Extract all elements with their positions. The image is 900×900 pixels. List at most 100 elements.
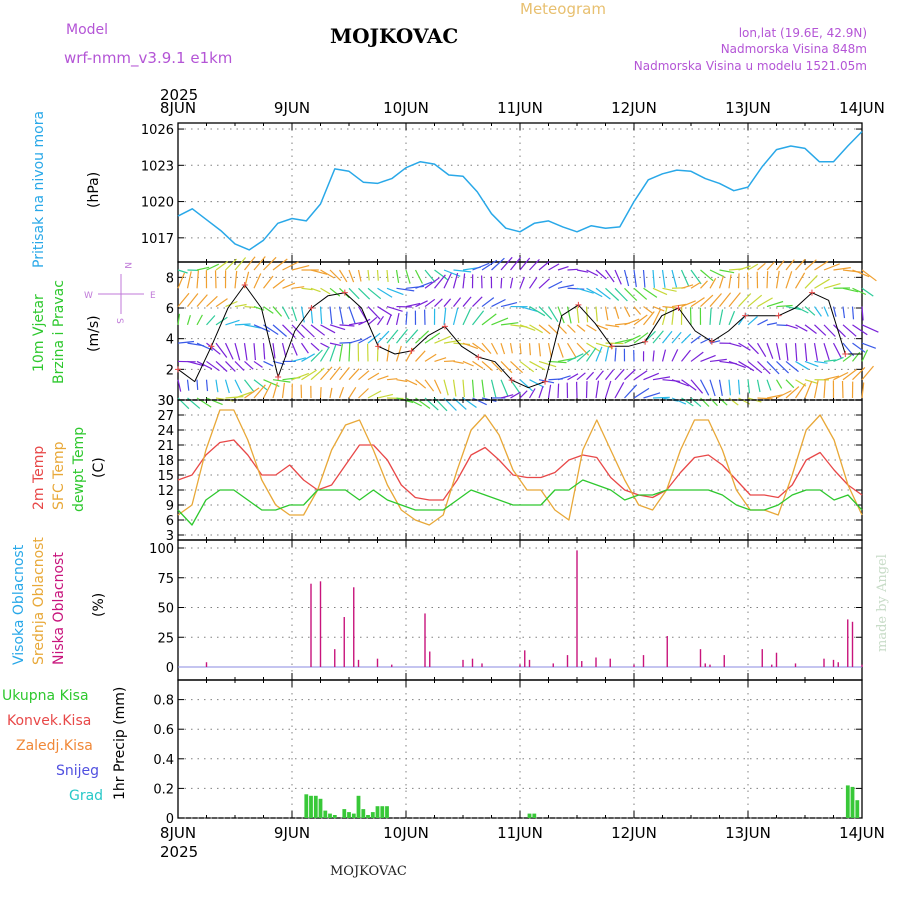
wind-barb [823,263,840,271]
wind-barb [690,297,705,308]
wind-barb [234,342,241,361]
wind-barb [709,278,717,289]
wind-barb [852,287,867,296]
wind-barb [234,257,247,271]
top-day-labels: 8JUN 9JUN 10JUN 11JUN 12JUN 13JUN 14JUN [160,99,885,117]
wind-barb [415,379,427,389]
wind-barb [643,392,661,399]
wind-barb [671,306,675,325]
wind-barb [681,300,696,308]
precip-bar [532,813,537,818]
wind-barb [462,308,472,326]
wind-barb [795,383,806,399]
wind-barb [576,269,589,273]
wind-barb [567,324,576,333]
wind-barb [510,391,521,399]
day-label-top: 8JUN [160,99,196,117]
wind-barb [614,368,625,381]
day-label-bottom: 10JUN [383,824,429,842]
wind-barb [861,382,865,399]
wind-barb [785,386,800,399]
temp-ytick-label: 3 [166,529,174,544]
wind-barb [842,369,857,381]
wind-barb [177,340,195,344]
wind-barb [253,379,268,391]
wind-barb [358,370,370,381]
wind-barb [348,269,355,283]
wind-barb [785,259,795,271]
pressure-line [177,130,863,251]
wind-barb [823,306,829,317]
wind-barb [509,343,513,354]
precip-ytick-label: 0.8 [153,694,174,709]
wind-barb [690,281,701,289]
day-label-top: 11JUN [497,99,543,117]
wind-barb [329,269,342,282]
wind-barb [833,371,849,381]
wind-barb [557,284,574,289]
wind-barb [709,358,727,363]
wind-barb [263,275,274,289]
wind-barb [804,306,816,316]
cloud-ytick-label: 100 [149,542,174,557]
wind-barb [415,350,426,362]
wind-barb [177,269,188,274]
wind-barb [490,342,499,355]
wind-gust-marker [675,305,682,311]
wind-barb [215,260,229,271]
wind-barb [833,356,844,362]
wind-barb [605,269,615,283]
wind-barb [329,366,341,381]
wind-barb [329,342,342,347]
wind-barb [823,324,836,337]
wind-barb [491,257,505,271]
temp-ytick-label: 9 [166,499,174,514]
wind-barb [709,397,718,407]
wind-barb [452,379,457,397]
wind-barb [747,342,759,355]
wind-barb [728,342,742,348]
wind-barb [785,305,802,311]
wind-barb [737,273,740,289]
wind-barb [529,379,545,388]
wind-barb [624,369,636,381]
wind-barb [386,378,398,381]
wind-barb [804,259,817,271]
wind-gust-marker [708,338,715,345]
wind-panel: 8 6 4 2 0 [166,256,879,412]
wind-barb [377,287,393,298]
wind-barb [795,360,809,370]
wind-barb [196,270,199,289]
precip-label-snow: Snijeg [56,763,99,779]
wind-barb [766,322,778,326]
wind-barb [472,360,484,369]
wind-barb [614,338,633,344]
wind-barb [234,379,243,394]
wind-label-1: 10m Vjetar [31,294,47,372]
wind-barb [338,269,348,283]
wind-gust-marker [208,343,215,350]
wind-barb [614,287,628,302]
precip-bar [351,813,356,818]
wind-barb [852,366,866,381]
wind-barb [301,369,317,381]
wind-barb [662,379,681,382]
wind-barb [462,379,465,398]
wind-barb [776,324,788,327]
wind-barb [576,287,594,294]
watermark: made by Angel [875,554,890,652]
wind-barb [547,343,552,358]
wind-barb [557,383,560,399]
wind-barb [548,360,567,364]
elevation-label: Nadmorska Visina 848m [721,42,867,56]
cloud-ytick-label: 0 [166,661,174,676]
wind-barb [510,360,524,374]
wind-barb [434,357,447,362]
wind-barb [424,269,436,283]
wind-barb [225,258,238,271]
wind-barb [253,256,266,271]
wind-barb [329,344,337,362]
wind-barb [329,306,333,325]
pressure-ytick-label: 1023 [141,159,174,174]
wind-barb [718,276,724,289]
